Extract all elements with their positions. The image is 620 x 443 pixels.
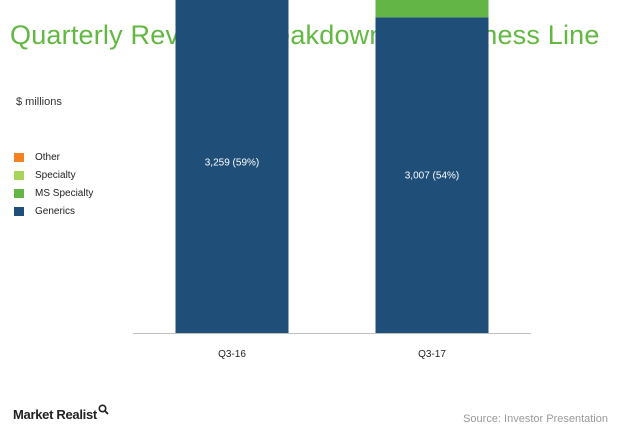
magnifier-icon (98, 404, 109, 415)
legend-swatch-specialty (14, 170, 24, 180)
brand-name: Market Realist (13, 407, 97, 422)
bar-segment-generics-q3-17 (375, 17, 489, 333)
data-label-generics-q3-17: 3,007 (54%) (405, 171, 459, 182)
x-tick-label-q3-16: Q3-16 (218, 349, 246, 360)
legend-label-specialty: Specialty (35, 169, 76, 181)
data-label-generics-q3-16: 3,259 (59%) (205, 157, 259, 168)
legend-item-other: Other (14, 148, 93, 166)
legend-label-generics: Generics (35, 205, 76, 217)
legend-item-generics: Generics (14, 202, 93, 220)
legend-swatch-other (14, 152, 24, 162)
legend-item-specialty: Specialty (14, 166, 93, 184)
bar-segment-ms-specialty-q3-17 (375, 0, 489, 18)
legend-label-other: Other (35, 151, 61, 163)
legend-label-ms-specialty: MS Specialty (35, 187, 94, 199)
legend: Other Specialty MS Specialty Generics (14, 148, 93, 220)
x-tick-label-q3-17: Q3-17 (418, 349, 446, 360)
legend-swatch-generics (14, 206, 24, 216)
brand-watermark: Market Realist (13, 404, 109, 422)
legend-swatch-ms-specialty (14, 188, 24, 198)
source-note: Source: Investor Presentation (463, 413, 608, 425)
unit-label: $ millions (16, 96, 62, 108)
legend-item-ms-specialty: MS Specialty (14, 184, 93, 202)
chart-title: Quarterly Revenue Breakdown by Business … (10, 20, 600, 50)
bar-segment-generics-q3-16 (175, 0, 289, 334)
